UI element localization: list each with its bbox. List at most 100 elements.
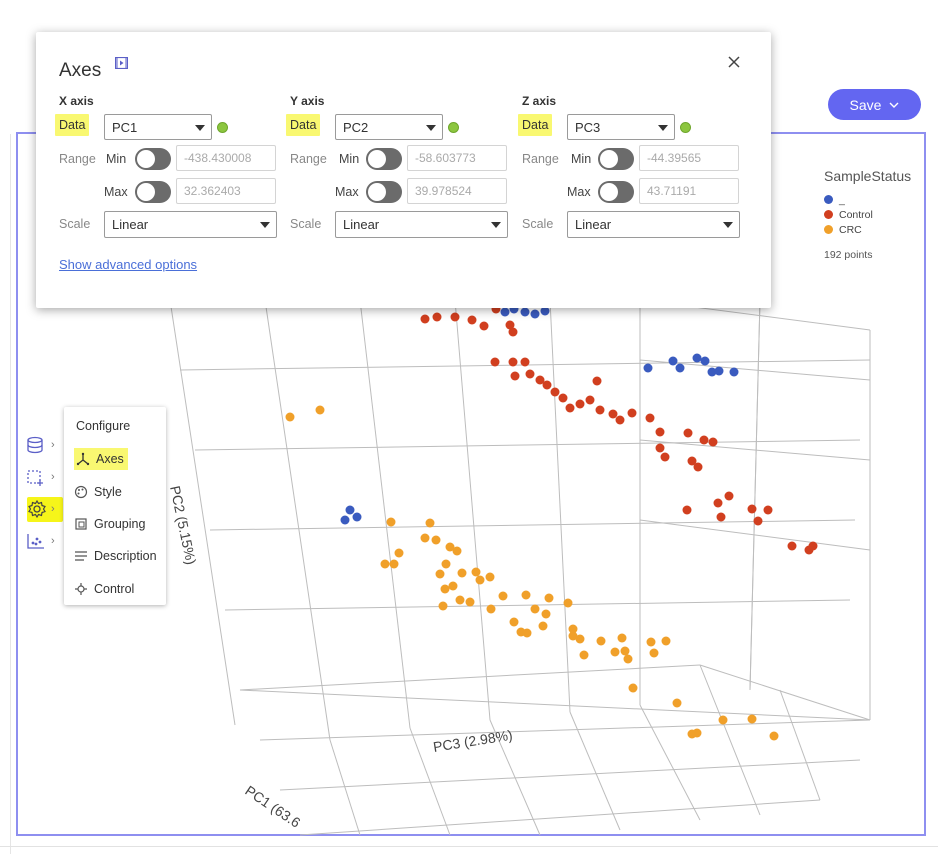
grid-line (779, 689, 821, 801)
grid-line (194, 439, 861, 451)
data-point (457, 568, 467, 578)
data-point (522, 628, 532, 638)
select-value: PC1 (112, 120, 138, 135)
min-label: Min (339, 152, 360, 166)
data-point (500, 307, 510, 317)
y-data-select[interactable]: PC2 (335, 114, 443, 140)
data-point (510, 371, 520, 381)
min-toggle[interactable] (135, 148, 171, 170)
min-input[interactable]: -438.430008 (176, 145, 276, 171)
max-toggle[interactable] (366, 181, 402, 203)
data-point (628, 683, 638, 693)
select-value: Linear (112, 217, 149, 232)
close-icon[interactable] (726, 54, 742, 70)
menu-item-control[interactable]: Control (74, 578, 134, 600)
menu-item-label: Grouping (94, 517, 146, 531)
x-scale-select[interactable]: Linear (104, 211, 277, 238)
x-data-select[interactable]: PC1 (104, 114, 212, 140)
video-icon[interactable] (115, 57, 128, 69)
data-point (693, 462, 703, 472)
data-point (675, 363, 685, 373)
max-input[interactable]: 32.362403 (176, 178, 276, 204)
grid-line (279, 759, 861, 791)
max-label: Max (567, 185, 591, 199)
data-point (708, 437, 718, 447)
data-label: Data (286, 114, 321, 136)
min-toggle[interactable] (598, 148, 634, 170)
data-point (438, 601, 448, 611)
data-point (420, 533, 430, 543)
max-toggle[interactable] (598, 181, 634, 203)
data-point (699, 435, 709, 445)
data-point (467, 315, 477, 325)
legend-dot (824, 210, 833, 219)
data-point (445, 542, 455, 552)
range-label: Range (522, 152, 559, 166)
configure-tool-button[interactable]: › (25, 497, 63, 522)
data-point (596, 636, 606, 646)
scatter-tool-button[interactable]: › (25, 531, 61, 553)
data-point (380, 559, 390, 569)
save-button-label: Save (849, 96, 882, 113)
max-input[interactable]: 39.978524 (407, 178, 507, 204)
menu-item-label: Description (94, 549, 157, 563)
data-point (753, 516, 763, 526)
data-point (490, 357, 500, 367)
data-point (498, 591, 508, 601)
data-point (525, 369, 535, 379)
data-tool-button[interactable]: › (25, 435, 61, 457)
data-point (452, 546, 462, 556)
data-point (724, 491, 734, 501)
min-toggle[interactable] (366, 148, 402, 170)
grid-line (209, 519, 856, 531)
data-point (465, 597, 475, 607)
min-input[interactable]: -44.39565 (639, 145, 739, 171)
max-input[interactable]: 43.71191 (639, 178, 739, 204)
z-data-select[interactable]: PC3 (567, 114, 675, 140)
legend-dot (824, 195, 833, 204)
axis-title: X axis (59, 94, 94, 108)
save-button[interactable]: Save (828, 89, 921, 120)
menu-item-label: Style (94, 485, 122, 499)
grid-line (264, 299, 331, 741)
data-point (643, 363, 653, 373)
chevron-right-icon: › (51, 503, 55, 515)
pc2-axis-label: PC2 (5.15%) (167, 484, 199, 566)
menu-item-description[interactable]: Description (74, 545, 157, 567)
data-point (575, 634, 585, 644)
legend-item[interactable]: _ (824, 192, 934, 207)
select-value: PC3 (575, 120, 601, 135)
max-toggle[interactable] (135, 181, 171, 203)
axis-title: Y axis (290, 94, 325, 108)
menu-item-axes[interactable]: Axes (74, 448, 128, 470)
data-point (575, 399, 585, 409)
max-label: Max (104, 185, 128, 199)
max-label: Max (335, 185, 359, 199)
data-point (787, 541, 797, 551)
show-advanced-options-link[interactable]: Show advanced options (59, 257, 198, 272)
highlight (27, 497, 63, 522)
menu-item-label: Axes (96, 452, 124, 466)
data-point (509, 617, 519, 627)
data-point (550, 387, 560, 397)
data-point (718, 715, 728, 725)
data-point (579, 650, 589, 660)
data-point (471, 567, 481, 577)
selection-tool-button[interactable]: › (25, 467, 61, 489)
data-point (747, 504, 757, 514)
legend-item[interactable]: CRC (824, 222, 934, 237)
y-scale-select[interactable]: Linear (335, 211, 508, 238)
data-point (521, 590, 531, 600)
select-value: Linear (343, 217, 380, 232)
min-input[interactable]: -58.603773 (407, 145, 507, 171)
z-scale-select[interactable]: Linear (567, 211, 740, 238)
range-label: Range (59, 152, 96, 166)
menu-item-grouping[interactable]: Grouping (74, 513, 145, 535)
legend-item[interactable]: Control (824, 207, 934, 222)
data-point (508, 327, 518, 337)
legend-title: SampleStatus (824, 168, 912, 184)
data-point (542, 380, 552, 390)
menu-item-style[interactable]: Style (74, 481, 122, 503)
chevron-right-icon: › (51, 535, 55, 547)
